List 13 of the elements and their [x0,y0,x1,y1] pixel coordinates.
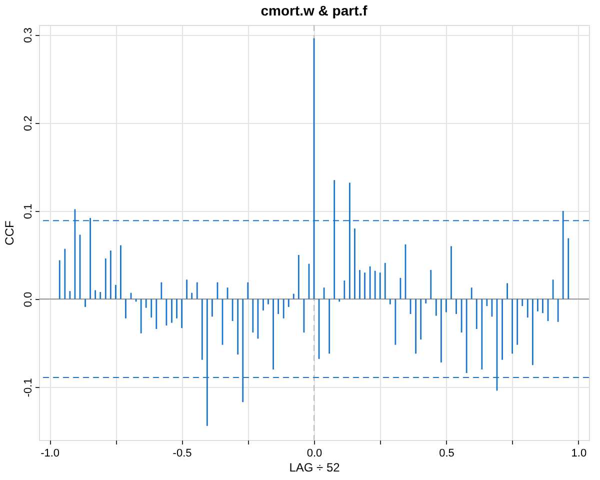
x-tick-label: -1.0 [40,448,60,460]
y-tick-label: 0.2 [22,116,34,131]
y-tick-label: 0.3 [22,28,34,43]
x-tick-label: 1.0 [571,448,587,460]
x-tick-label: -0.5 [172,448,192,460]
y-axis-title: CCF [2,220,16,246]
x-axis-title: LAG ÷ 52 [289,460,340,474]
x-tick-label: 0.0 [306,448,322,460]
chart-title: cmort.w & part.f [260,2,368,18]
y-tick-label: -0.1 [22,378,34,398]
y-tick-label: 0.0 [22,292,34,308]
x-tick-label: 0.5 [439,448,454,460]
y-tick-label: 0.1 [22,204,34,220]
